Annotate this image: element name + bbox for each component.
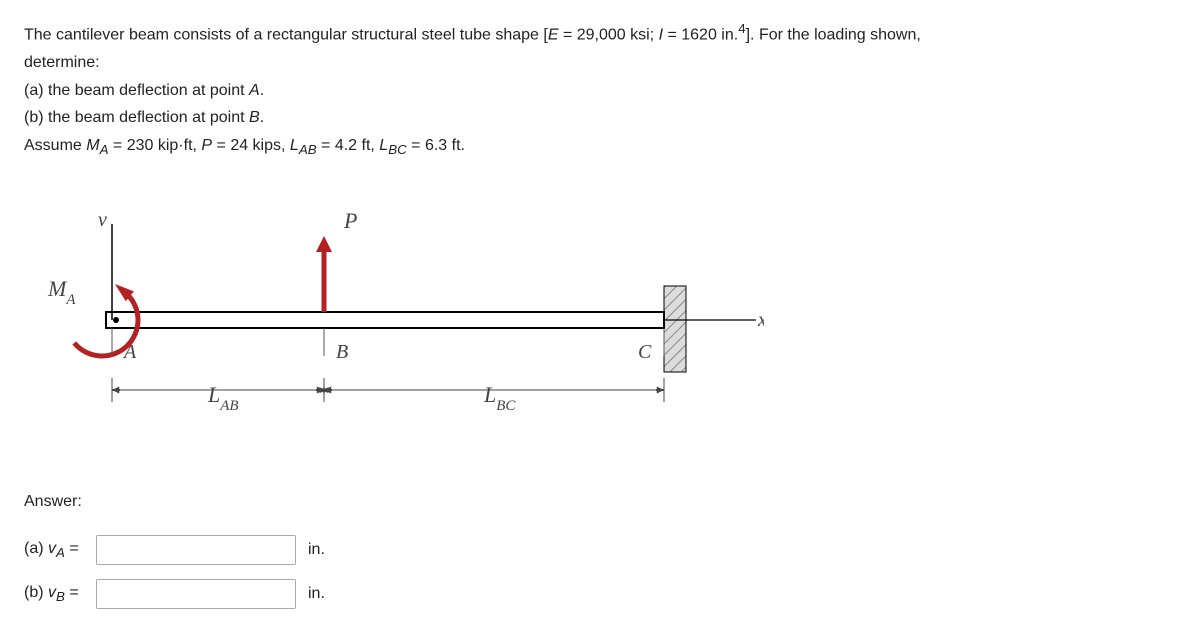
svg-text:MA: MA xyxy=(47,276,76,308)
pt-A: A xyxy=(249,82,260,99)
svg-text:B: B xyxy=(336,341,348,363)
sub: AB xyxy=(299,142,317,157)
input-vB[interactable] xyxy=(96,579,296,609)
text: = 24 kips, xyxy=(212,137,290,154)
text: = 29,000 ksi; xyxy=(559,26,659,43)
text: = xyxy=(65,584,79,601)
problem-line-3b: (b) the beam deflection at point B. xyxy=(24,105,1176,131)
svg-text:✶: ✶ xyxy=(317,383,330,400)
text: . xyxy=(260,82,264,99)
beam-svg: x v ✶ MA P A B C LAB LBC xyxy=(24,180,764,460)
sub: BC xyxy=(388,142,407,157)
answer-header: Answer: xyxy=(24,493,1176,511)
text: (b) xyxy=(24,584,48,601)
text: (a) xyxy=(24,540,48,557)
problem-statement: The cantilever beam consists of a rectan… xyxy=(24,18,1176,160)
beam-diagram: x v ✶ MA P A B C LAB LBC xyxy=(24,180,1176,465)
text: = 6.3 ft. xyxy=(407,137,465,154)
text: . xyxy=(260,109,264,126)
exp: 4 xyxy=(738,21,745,36)
svg-text:P: P xyxy=(343,208,357,233)
svg-text:x: x xyxy=(757,309,764,331)
answer-row-a: (a) vA = in. xyxy=(24,535,1176,565)
var-LAB: L xyxy=(290,137,299,154)
text: = 1620 in. xyxy=(663,26,738,43)
problem-line-1: The cantilever beam consists of a rectan… xyxy=(24,18,1176,48)
var-vB: v xyxy=(48,584,56,601)
unit-vB: in. xyxy=(308,585,325,603)
text: The cantilever beam consists of a rectan… xyxy=(24,26,548,43)
input-vA[interactable] xyxy=(96,535,296,565)
unit-vA: in. xyxy=(308,541,325,559)
answer-label-a: (a) vA = xyxy=(24,540,96,560)
var-E: E xyxy=(548,26,559,43)
problem-line-2: determine: xyxy=(24,50,1176,76)
text: = xyxy=(65,540,79,557)
text: ]. For the loading shown, xyxy=(746,26,921,43)
var-MA: M xyxy=(86,137,99,154)
sub: A xyxy=(56,545,65,560)
var-P: P xyxy=(201,137,212,154)
problem-line-assume: Assume MA = 230 kip·ft, P = 24 kips, LAB… xyxy=(24,133,1176,161)
answer-label-b: (b) vB = xyxy=(24,584,96,604)
sub: B xyxy=(56,589,65,604)
text: (a) the beam deflection at point xyxy=(24,82,249,99)
svg-text:LAB: LAB xyxy=(207,382,239,414)
svg-text:v: v xyxy=(98,209,107,231)
answer-row-b: (b) vB = in. xyxy=(24,579,1176,609)
text: (b) the beam deflection at point xyxy=(24,109,249,126)
problem-line-3a: (a) the beam deflection at point A. xyxy=(24,78,1176,104)
text: = 230 kip·ft, xyxy=(108,137,201,154)
text: Assume xyxy=(24,137,86,154)
svg-text:LBC: LBC xyxy=(483,382,516,414)
svg-text:C: C xyxy=(638,341,652,363)
var-vA: v xyxy=(48,540,56,557)
var-LBC: L xyxy=(379,137,388,154)
answer-section: Answer: (a) vA = in. (b) vB = in. xyxy=(24,493,1176,609)
text: = 4.2 ft, xyxy=(317,137,380,154)
pt-B: B xyxy=(249,109,260,126)
svg-text:A: A xyxy=(122,341,137,363)
